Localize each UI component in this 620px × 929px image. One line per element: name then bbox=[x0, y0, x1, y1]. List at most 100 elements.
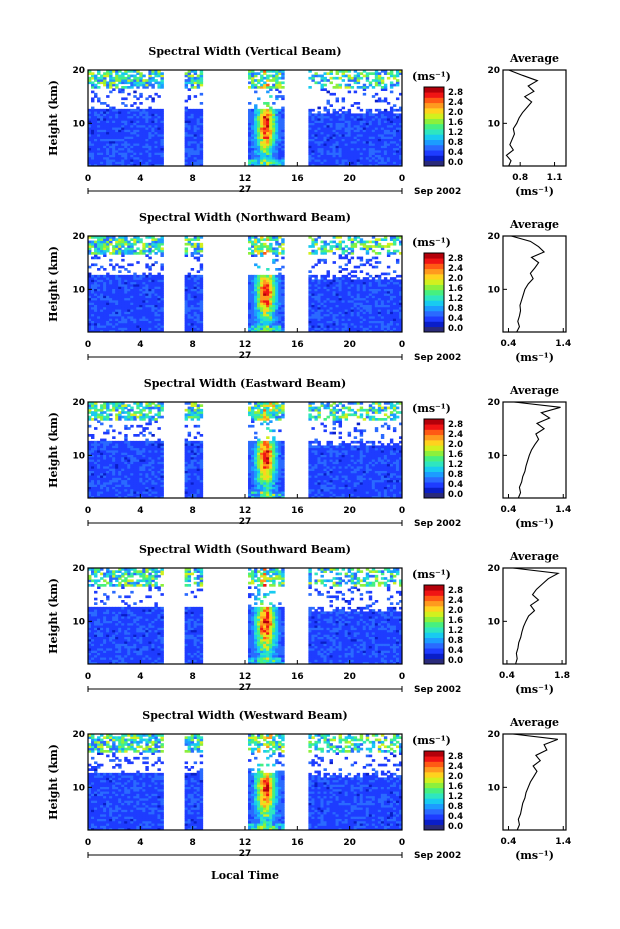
heatmap-cell bbox=[115, 145, 119, 149]
heatmap-cell bbox=[94, 152, 98, 155]
heatmap-cell bbox=[329, 325, 333, 328]
heatmap-cell bbox=[88, 152, 92, 155]
heatmap-cell bbox=[145, 290, 149, 294]
heatmap-cell bbox=[347, 316, 352, 319]
heatmap-cell bbox=[199, 81, 204, 85]
heatmap-cell bbox=[130, 111, 134, 114]
heatmap-cell bbox=[115, 140, 119, 144]
heatmap-cell bbox=[118, 156, 122, 160]
heatmap-cell bbox=[148, 256, 152, 260]
heatmap-cell bbox=[389, 311, 394, 315]
heatmap-cell bbox=[193, 304, 198, 308]
heatmap-cell bbox=[124, 156, 128, 160]
heatmap-cell bbox=[103, 415, 107, 419]
heatmap-cell bbox=[341, 120, 346, 123]
heatmap-cell bbox=[380, 156, 385, 160]
heatmap-cell bbox=[389, 138, 394, 142]
heatmap-cell bbox=[133, 290, 137, 294]
heatmap-cell bbox=[103, 249, 107, 253]
heatmap-cell bbox=[157, 295, 161, 299]
heatmap-cell bbox=[103, 316, 107, 319]
heatmap-cell bbox=[311, 318, 315, 321]
heatmap-cell bbox=[254, 156, 258, 160]
heatmap-cell bbox=[91, 136, 95, 139]
heatmap-cell bbox=[145, 329, 149, 333]
heatmap-cell bbox=[368, 113, 373, 117]
heatmap-cell bbox=[362, 163, 367, 167]
heatmap-cell bbox=[308, 325, 312, 328]
heatmap-cell bbox=[326, 161, 330, 165]
heatmap-cell bbox=[335, 163, 339, 167]
heatmap-cell bbox=[311, 297, 315, 301]
heatmap-cell bbox=[392, 313, 397, 317]
colorbar-swatch bbox=[424, 139, 444, 146]
heatmap-cell bbox=[121, 245, 125, 248]
heatmap-cell bbox=[353, 127, 358, 130]
heatmap-cell bbox=[103, 493, 107, 497]
heatmap-cell bbox=[115, 161, 119, 165]
heatmap-cell bbox=[254, 327, 258, 331]
heatmap-cell bbox=[323, 284, 327, 287]
heatmap-cell bbox=[118, 81, 122, 85]
heatmap-cell bbox=[130, 124, 134, 128]
heatmap-cell bbox=[311, 140, 315, 144]
heatmap-cell bbox=[263, 238, 267, 241]
heatmap-cell bbox=[142, 122, 146, 126]
heatmap-cell bbox=[338, 161, 343, 165]
colorbar-tick-label: 0.8 bbox=[448, 304, 463, 314]
heatmap-cell bbox=[365, 252, 370, 255]
heatmap-cell bbox=[136, 274, 140, 278]
heatmap-cell bbox=[359, 318, 364, 321]
heatmap-cell bbox=[281, 127, 285, 130]
heatmap-cell bbox=[269, 143, 273, 146]
heatmap-cell bbox=[145, 136, 149, 139]
heatmap-cell bbox=[103, 277, 107, 280]
heatmap-cell bbox=[184, 295, 189, 299]
heatmap-cell bbox=[160, 238, 164, 241]
heatmap-cell bbox=[332, 138, 336, 142]
heatmap-cell bbox=[187, 306, 192, 310]
heatmap-cell bbox=[151, 127, 155, 130]
heatmap-cell bbox=[184, 329, 189, 333]
heatmap-cell bbox=[94, 147, 98, 151]
heatmap-cell bbox=[157, 115, 161, 119]
heatmap-cell bbox=[139, 240, 143, 244]
heatmap-cell bbox=[356, 304, 361, 308]
heatmap-cell bbox=[263, 245, 267, 248]
heatmap-cell bbox=[272, 279, 276, 283]
heatmap-cell bbox=[193, 152, 198, 155]
heatmap-cell bbox=[362, 143, 367, 146]
heatmap-cell bbox=[377, 313, 382, 317]
heatmap-cell bbox=[368, 290, 373, 294]
heatmap-cell bbox=[130, 284, 134, 287]
heatmap-cell bbox=[196, 322, 201, 326]
heatmap-cell bbox=[347, 90, 352, 94]
heatmap-cell bbox=[365, 143, 370, 146]
heatmap-cell bbox=[97, 163, 101, 167]
heatmap-cell bbox=[154, 306, 158, 310]
x-tick-label: 12 bbox=[239, 174, 252, 184]
heatmap-cell bbox=[323, 320, 327, 324]
heatmap-cell bbox=[278, 313, 282, 317]
heatmap-cell bbox=[190, 124, 195, 128]
heatmap-cell bbox=[323, 161, 327, 165]
heatmap-cell bbox=[97, 320, 101, 324]
heatmap-cell bbox=[377, 140, 382, 144]
heatmap-cell bbox=[121, 309, 125, 312]
heatmap-cell bbox=[356, 300, 361, 303]
heatmap-cell bbox=[133, 108, 137, 112]
heatmap-cell bbox=[130, 79, 134, 82]
heatmap-cell bbox=[383, 284, 388, 287]
heatmap-cell bbox=[317, 322, 321, 326]
heatmap-cell bbox=[91, 475, 95, 478]
heatmap-cell bbox=[329, 245, 333, 248]
heatmap-cell bbox=[338, 304, 343, 308]
heatmap-cell bbox=[151, 236, 155, 239]
heatmap-cell bbox=[136, 120, 140, 123]
heatmap-cell bbox=[154, 286, 158, 289]
heatmap-cell bbox=[335, 154, 339, 158]
heatmap-cell bbox=[196, 309, 201, 312]
heatmap-cell bbox=[106, 491, 110, 494]
heatmap-cell bbox=[362, 127, 367, 130]
heatmap-cell bbox=[127, 240, 131, 244]
